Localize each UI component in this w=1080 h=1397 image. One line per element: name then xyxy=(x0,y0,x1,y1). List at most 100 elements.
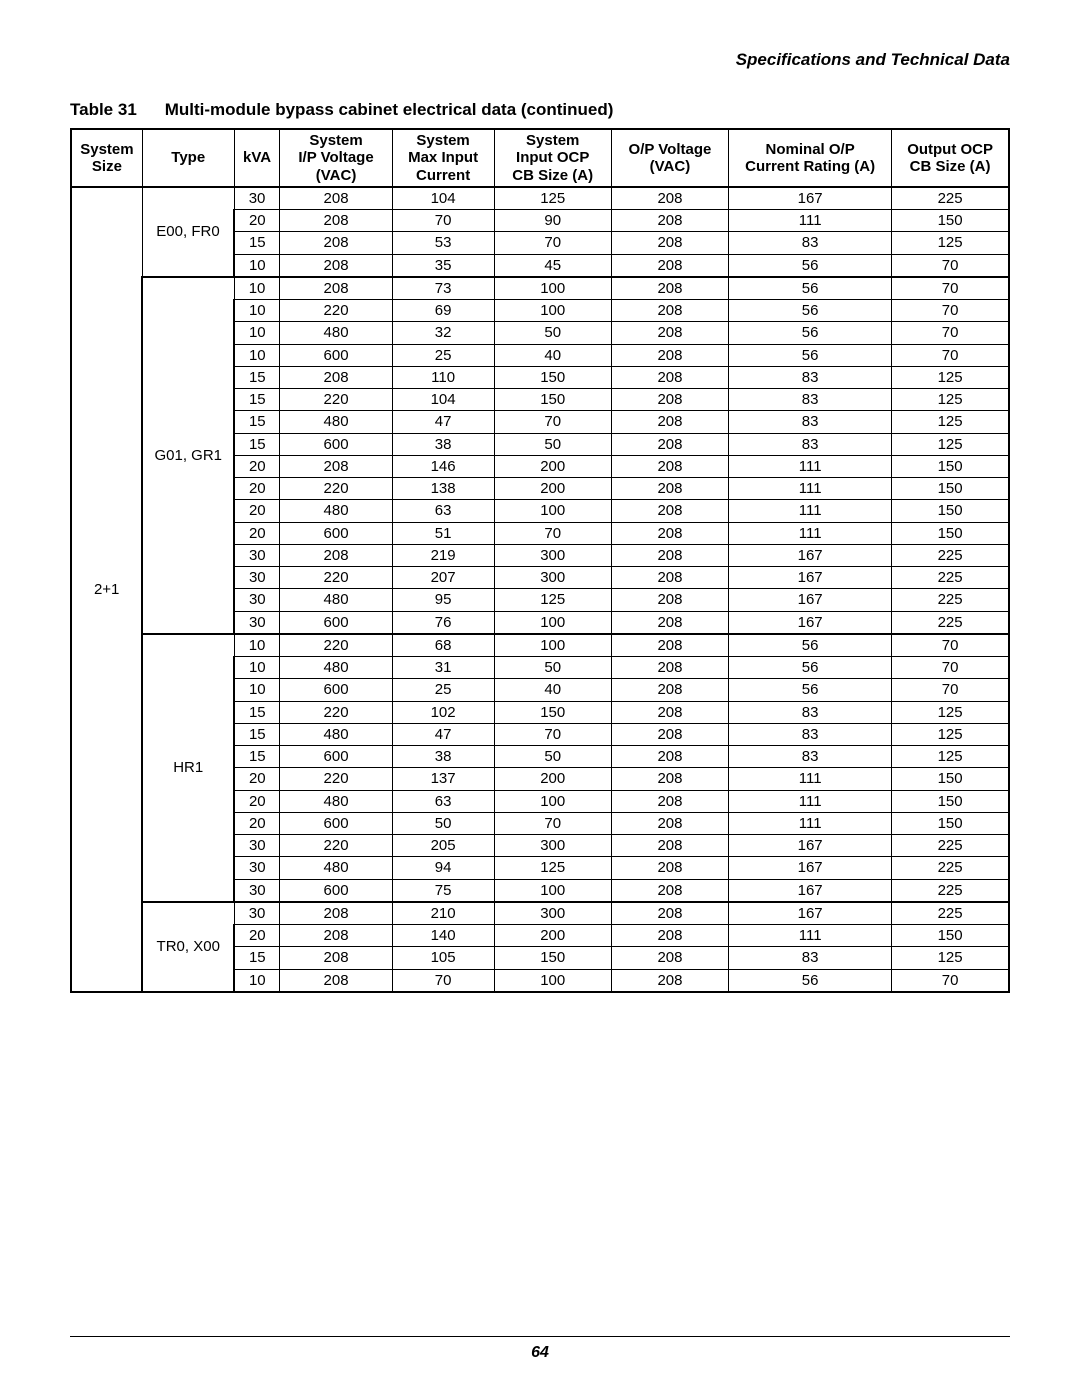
cell: 100 xyxy=(494,879,611,902)
cell: 56 xyxy=(729,322,892,344)
cell: 100 xyxy=(494,277,611,300)
cell: 53 xyxy=(392,232,494,254)
cell: 100 xyxy=(494,634,611,657)
cell: 220 xyxy=(280,634,392,657)
type-cell: HR1 xyxy=(142,634,234,902)
cell: 208 xyxy=(611,902,728,925)
cell: 137 xyxy=(392,768,494,790)
cell: 300 xyxy=(494,544,611,566)
cell: 208 xyxy=(280,925,392,947)
cell: 100 xyxy=(494,611,611,634)
cell: 30 xyxy=(234,611,280,634)
cell: 208 xyxy=(611,634,728,657)
cell: 220 xyxy=(280,701,392,723)
cell: 125 xyxy=(892,389,1009,411)
cell: 30 xyxy=(234,589,280,611)
cell: 70 xyxy=(892,969,1009,992)
cell: 125 xyxy=(494,187,611,210)
cell: 15 xyxy=(234,746,280,768)
cell: 480 xyxy=(280,411,392,433)
cell: 208 xyxy=(611,701,728,723)
cell: 45 xyxy=(494,254,611,277)
cell: 83 xyxy=(729,746,892,768)
cell: 220 xyxy=(280,835,392,857)
cell: 105 xyxy=(392,947,494,969)
cell: 210 xyxy=(392,902,494,925)
cell: 208 xyxy=(611,589,728,611)
cell: 208 xyxy=(280,254,392,277)
cell: 104 xyxy=(392,389,494,411)
cell: 70 xyxy=(392,210,494,232)
system-size-cell: 2+1 xyxy=(71,187,142,992)
footer-divider xyxy=(70,1336,1010,1337)
cell: 100 xyxy=(494,790,611,812)
cell: 125 xyxy=(494,589,611,611)
cell: 480 xyxy=(280,790,392,812)
cell: 51 xyxy=(392,522,494,544)
cell: 63 xyxy=(392,790,494,812)
cell: 111 xyxy=(729,925,892,947)
cell: 10 xyxy=(234,344,280,366)
cell: 10 xyxy=(234,322,280,344)
cell: 102 xyxy=(392,701,494,723)
cell: 208 xyxy=(611,500,728,522)
cell: 150 xyxy=(892,925,1009,947)
cell: 205 xyxy=(392,835,494,857)
cell: 225 xyxy=(892,187,1009,210)
cell: 63 xyxy=(392,500,494,522)
cell: 15 xyxy=(234,411,280,433)
cell: 83 xyxy=(729,366,892,388)
cell: 208 xyxy=(280,969,392,992)
cell: 220 xyxy=(280,300,392,322)
cell: 83 xyxy=(729,701,892,723)
cell: 208 xyxy=(611,300,728,322)
cell: 70 xyxy=(892,300,1009,322)
cell: 208 xyxy=(611,723,728,745)
cell: 150 xyxy=(892,500,1009,522)
col-header-ip_voltage: SystemI/P Voltage(VAC) xyxy=(280,129,392,187)
cell: 208 xyxy=(611,344,728,366)
cell: 111 xyxy=(729,455,892,477)
cell: 150 xyxy=(494,701,611,723)
cell: 300 xyxy=(494,835,611,857)
cell: 208 xyxy=(611,389,728,411)
cell: 167 xyxy=(729,835,892,857)
cell: 83 xyxy=(729,433,892,455)
cell: 69 xyxy=(392,300,494,322)
cell: 70 xyxy=(892,657,1009,679)
cell: 56 xyxy=(729,277,892,300)
cell: 95 xyxy=(392,589,494,611)
cell: 208 xyxy=(611,857,728,879)
cell: 138 xyxy=(392,478,494,500)
cell: 47 xyxy=(392,411,494,433)
cell: 167 xyxy=(729,187,892,210)
cell: 30 xyxy=(234,902,280,925)
cell: 150 xyxy=(494,389,611,411)
cell: 68 xyxy=(392,634,494,657)
cell: 111 xyxy=(729,790,892,812)
cell: 480 xyxy=(280,857,392,879)
cell: 38 xyxy=(392,433,494,455)
cell: 30 xyxy=(234,835,280,857)
cell: 31 xyxy=(392,657,494,679)
cell: 150 xyxy=(494,366,611,388)
cell: 30 xyxy=(234,567,280,589)
cell: 225 xyxy=(892,879,1009,902)
cell: 208 xyxy=(611,969,728,992)
cell: 225 xyxy=(892,589,1009,611)
cell: 225 xyxy=(892,611,1009,634)
cell: 167 xyxy=(729,567,892,589)
table-number: Table 31 xyxy=(70,100,160,120)
cell: 480 xyxy=(280,322,392,344)
cell: 480 xyxy=(280,500,392,522)
cell: 75 xyxy=(392,879,494,902)
cell: 480 xyxy=(280,589,392,611)
cell: 600 xyxy=(280,812,392,834)
cell: 167 xyxy=(729,589,892,611)
cell: 15 xyxy=(234,433,280,455)
cell: 140 xyxy=(392,925,494,947)
cell: 208 xyxy=(611,835,728,857)
cell: 15 xyxy=(234,366,280,388)
cell: 70 xyxy=(892,277,1009,300)
cell: 208 xyxy=(611,210,728,232)
